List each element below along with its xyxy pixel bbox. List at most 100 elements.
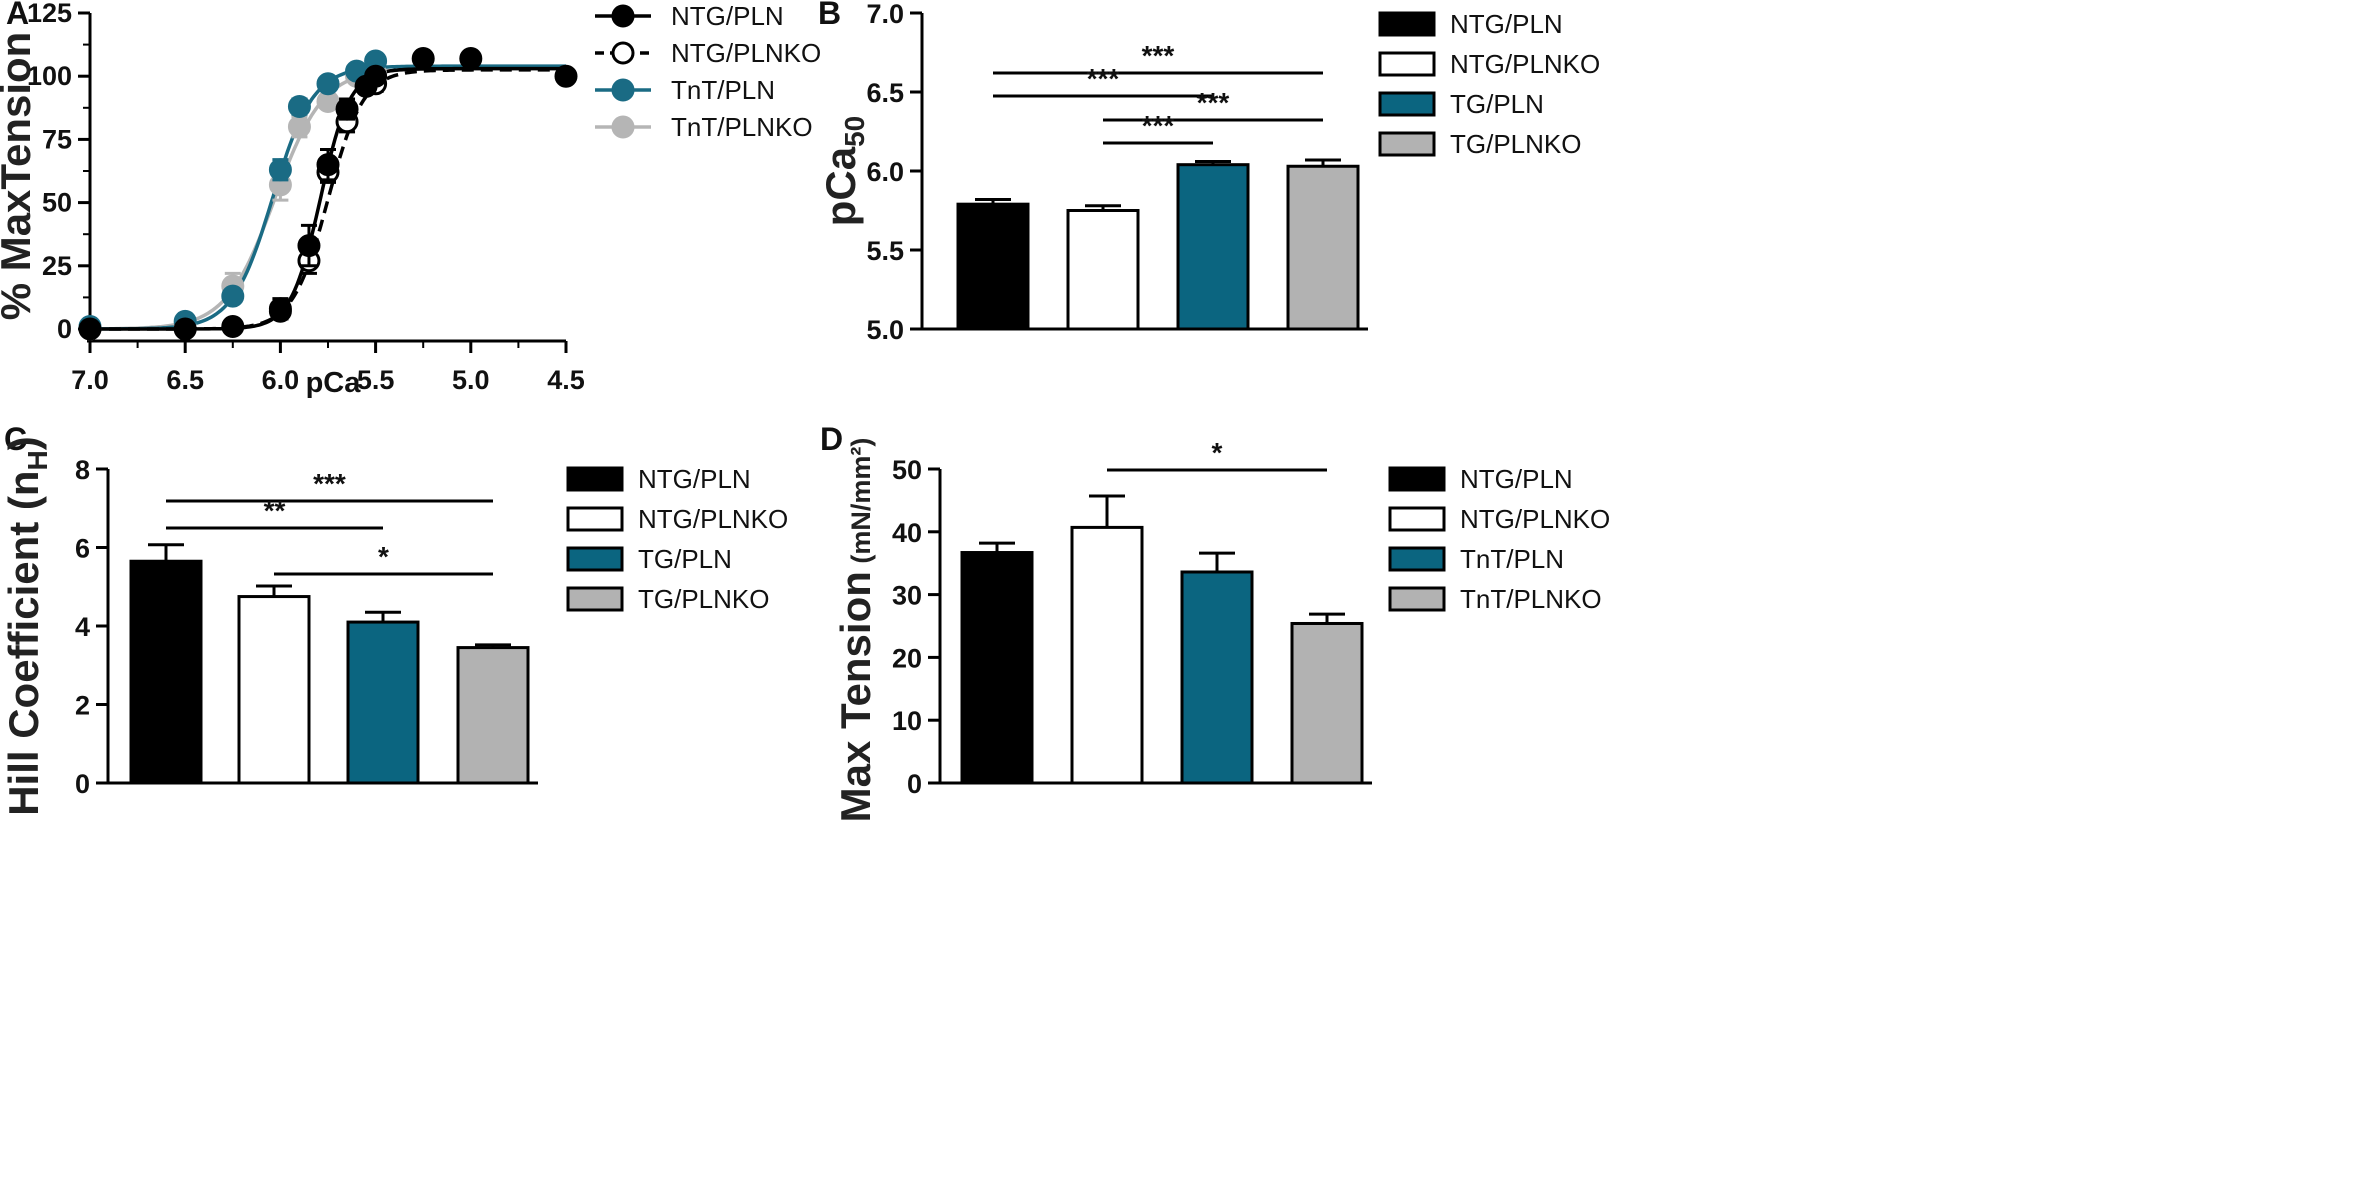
y-tick-label: 0 <box>75 769 90 799</box>
x-axis-title: pCa <box>306 367 362 399</box>
y-axis-title: pCa50 <box>817 116 870 227</box>
legend-swatch <box>1378 51 1436 77</box>
y-tick-label: 5.0 <box>866 315 904 345</box>
legend-label: NTG/PLN <box>638 464 751 494</box>
data-point-ntg-pln <box>221 314 245 338</box>
legend-label: NTG/PLN <box>671 1 784 31</box>
legend-swatch <box>1388 546 1446 572</box>
legend-label: TnT/PLNKO <box>671 112 813 142</box>
y-tick-label: 75 <box>42 124 72 154</box>
legend-label: TnT/PLN <box>671 75 775 105</box>
significance-label: *** <box>1142 40 1175 71</box>
y-tick-label: 6.0 <box>866 157 904 187</box>
y-tick-label: 30 <box>892 581 922 611</box>
data-point-tnt-pln <box>268 158 292 182</box>
y-axis-title-unit: (mN/mm²) <box>846 438 876 572</box>
legend-swatch <box>1378 91 1436 117</box>
y-tick-label: 50 <box>42 188 72 218</box>
data-point-tnt-pln <box>287 95 311 119</box>
x-tick-label: 5.0 <box>452 365 490 395</box>
data-point-ntg-pln <box>78 317 102 341</box>
legend-label: TnT/PLNKO <box>1460 584 1602 614</box>
panel-letter-c: C <box>4 421 27 457</box>
legend-marker <box>611 4 635 28</box>
bar-tg-pln <box>346 620 420 785</box>
x-tick-label: 5.5 <box>357 365 395 395</box>
legend-swatch <box>566 586 624 612</box>
data-point-ntg-pln <box>316 153 340 177</box>
y-tick-label: 20 <box>892 643 922 673</box>
y-tick-label: 25 <box>42 251 72 281</box>
y-axis-title: Hill Coefficient (nH) <box>0 436 53 816</box>
legend-swatch <box>1378 11 1436 37</box>
bar-ntg-plnko <box>237 595 311 785</box>
y-tick-label: 5.5 <box>866 236 904 266</box>
panel-a-chart: A 0 25 50 75 100 125 7.0 6.5 6.0 5.5 5.0 4.5 pCa % Max… <box>0 0 821 399</box>
significance-label: *** <box>313 468 346 499</box>
y-tick-label: 50 <box>892 455 922 485</box>
legend-label: TG/PLN <box>638 544 732 574</box>
y-tick-label: 4 <box>75 612 90 642</box>
data-point-ntg-pln <box>364 64 388 88</box>
y-axis-title: Max Tension (mN/mm²) <box>832 438 879 823</box>
y-axis-title-subscript: H <box>22 450 53 470</box>
legend-label: TnT/PLN <box>1460 544 1564 574</box>
data-point-tnt-plnko <box>287 115 311 139</box>
legend-label: TG/PLNKO <box>638 584 769 614</box>
y-tick-label: 6.5 <box>866 78 904 108</box>
legend-swatch <box>1388 466 1446 492</box>
data-point-ntg-pln <box>554 64 578 88</box>
legend-label: NTG/PLNKO <box>1460 504 1610 534</box>
y-axis-title: % MaxTension <box>0 32 39 321</box>
bar-tnt-plnko <box>1290 621 1364 785</box>
legend-label: TG/PLNKO <box>1450 129 1581 159</box>
x-tick-label: 4.5 <box>547 365 585 395</box>
panel-b-chart: B 5.0 5.5 6.0 6.5 7.0 pCa50 *** *** *** *** NTG/PLN… <box>817 0 1600 345</box>
significance-label: *** <box>1142 110 1175 141</box>
legend-label: TG/PLN <box>1450 89 1544 119</box>
significance-label: *** <box>1197 87 1230 118</box>
y-tick-label: 40 <box>892 518 922 548</box>
legend-swatch <box>566 546 624 572</box>
legend-swatch <box>566 466 624 492</box>
bar-tg-plnko <box>456 646 530 785</box>
data-point-tnt-pln <box>316 72 340 96</box>
legend-marker <box>611 41 635 65</box>
legend-marker <box>611 78 635 102</box>
y-tick-label: 7.0 <box>866 0 904 29</box>
y-axis-title-tail: ) <box>0 436 47 450</box>
significance-label: * <box>378 541 389 572</box>
panel-letter-d: D <box>820 421 843 457</box>
y-tick-label: 8 <box>75 455 90 485</box>
data-point-ntg-pln <box>173 317 197 341</box>
bar-ntg-plnko <box>1070 525 1144 785</box>
y-tick-label: 100 <box>27 61 72 91</box>
y-axis-title-subscript: 50 <box>839 116 870 147</box>
legend-label: NTG/PLNKO <box>671 38 821 68</box>
bar-tnt-pln <box>1180 570 1254 785</box>
y-tick-label: 125 <box>27 0 72 28</box>
significance-label: *** <box>1087 63 1120 94</box>
legend-swatch <box>566 506 624 532</box>
legend-label: NTG/PLNKO <box>638 504 788 534</box>
x-tick-label: 6.0 <box>262 365 300 395</box>
bar-ntg-pln <box>956 202 1030 331</box>
panel-d-chart: D 0 10 20 30 40 50 Max Tension (mN/mm²) * NTG/PLN… <box>820 421 1610 822</box>
legend-label: NTG/PLNKO <box>1450 49 1600 79</box>
significance-label: ** <box>264 495 286 526</box>
legend-swatch <box>1378 131 1436 157</box>
y-axis-title-main: Max Tension <box>832 571 879 822</box>
data-point-ntg-pln <box>459 47 483 71</box>
y-tick-label: 2 <box>75 691 90 721</box>
bar-ntg-plnko <box>1066 209 1140 331</box>
bar-ntg-pln <box>960 551 1034 785</box>
data-point-ntg-pln <box>268 297 292 321</box>
x-tick-label: 7.0 <box>71 365 109 395</box>
data-point-ntg-pln <box>297 234 321 258</box>
y-tick-label: 0 <box>907 769 922 799</box>
legend-swatch <box>1388 586 1446 612</box>
y-tick-label: 10 <box>892 706 922 736</box>
legend-label: NTG/PLN <box>1460 464 1573 494</box>
